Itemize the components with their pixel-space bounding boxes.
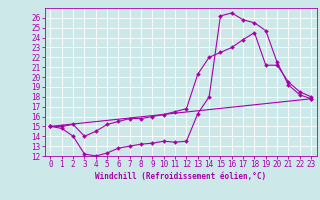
X-axis label: Windchill (Refroidissement éolien,°C): Windchill (Refroidissement éolien,°C) (95, 172, 266, 181)
